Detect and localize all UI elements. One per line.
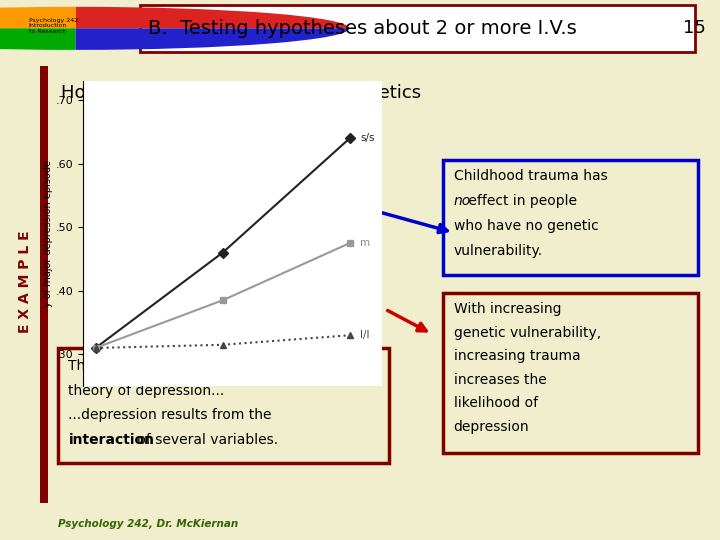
Text: genetics: genetics xyxy=(338,84,420,102)
Text: interaction: interaction xyxy=(68,433,154,447)
Wedge shape xyxy=(0,7,76,28)
Text: ...depression results from the: ...depression results from the xyxy=(68,408,272,422)
Text: likelihood of: likelihood of xyxy=(454,396,538,410)
Wedge shape xyxy=(76,7,349,28)
Text: interacts with: interacts with xyxy=(256,84,379,102)
Text: of several variables.: of several variables. xyxy=(133,433,279,447)
FancyBboxPatch shape xyxy=(140,4,695,52)
FancyBboxPatch shape xyxy=(58,348,389,462)
Text: B.  Testing hypotheses about 2 or more I.V.s: B. Testing hypotheses about 2 or more I.… xyxy=(148,19,576,38)
Text: theory of depression...: theory of depression... xyxy=(68,383,225,397)
Text: This constitutes a more complex: This constitutes a more complex xyxy=(68,359,294,373)
Text: With increasing: With increasing xyxy=(454,302,561,316)
Text: genetic vulnerability,: genetic vulnerability, xyxy=(454,326,600,340)
Text: effect in people: effect in people xyxy=(464,194,577,208)
Text: s/s: s/s xyxy=(360,133,374,143)
Text: vulnerability.: vulnerability. xyxy=(454,244,543,258)
Wedge shape xyxy=(0,28,76,50)
Text: E X A M P L E: E X A M P L E xyxy=(18,231,32,334)
Text: l/l: l/l xyxy=(360,330,369,340)
Text: Psychology 242, Dr. McKiernan: Psychology 242, Dr. McKiernan xyxy=(58,519,238,529)
Text: m: m xyxy=(360,238,370,248)
FancyBboxPatch shape xyxy=(443,293,698,454)
Text: depression: depression xyxy=(454,420,529,434)
Text: who have no genetic: who have no genetic xyxy=(454,219,598,233)
Text: However … the effect of trauma: However … the effect of trauma xyxy=(61,84,357,102)
Text: increases the: increases the xyxy=(454,373,546,387)
Text: to Research: to Research xyxy=(29,29,66,34)
Wedge shape xyxy=(76,28,349,50)
Text: Childhood trauma has: Childhood trauma has xyxy=(454,170,608,184)
Text: increasing trauma: increasing trauma xyxy=(454,349,580,363)
FancyBboxPatch shape xyxy=(443,160,698,275)
Text: Introduction: Introduction xyxy=(29,23,67,28)
FancyBboxPatch shape xyxy=(40,66,48,503)
Y-axis label: y of major depression episode: y of major depression episode xyxy=(42,160,53,307)
Text: no: no xyxy=(454,194,471,208)
Text: Psychology 242: Psychology 242 xyxy=(29,17,78,23)
Text: 15: 15 xyxy=(683,19,706,37)
